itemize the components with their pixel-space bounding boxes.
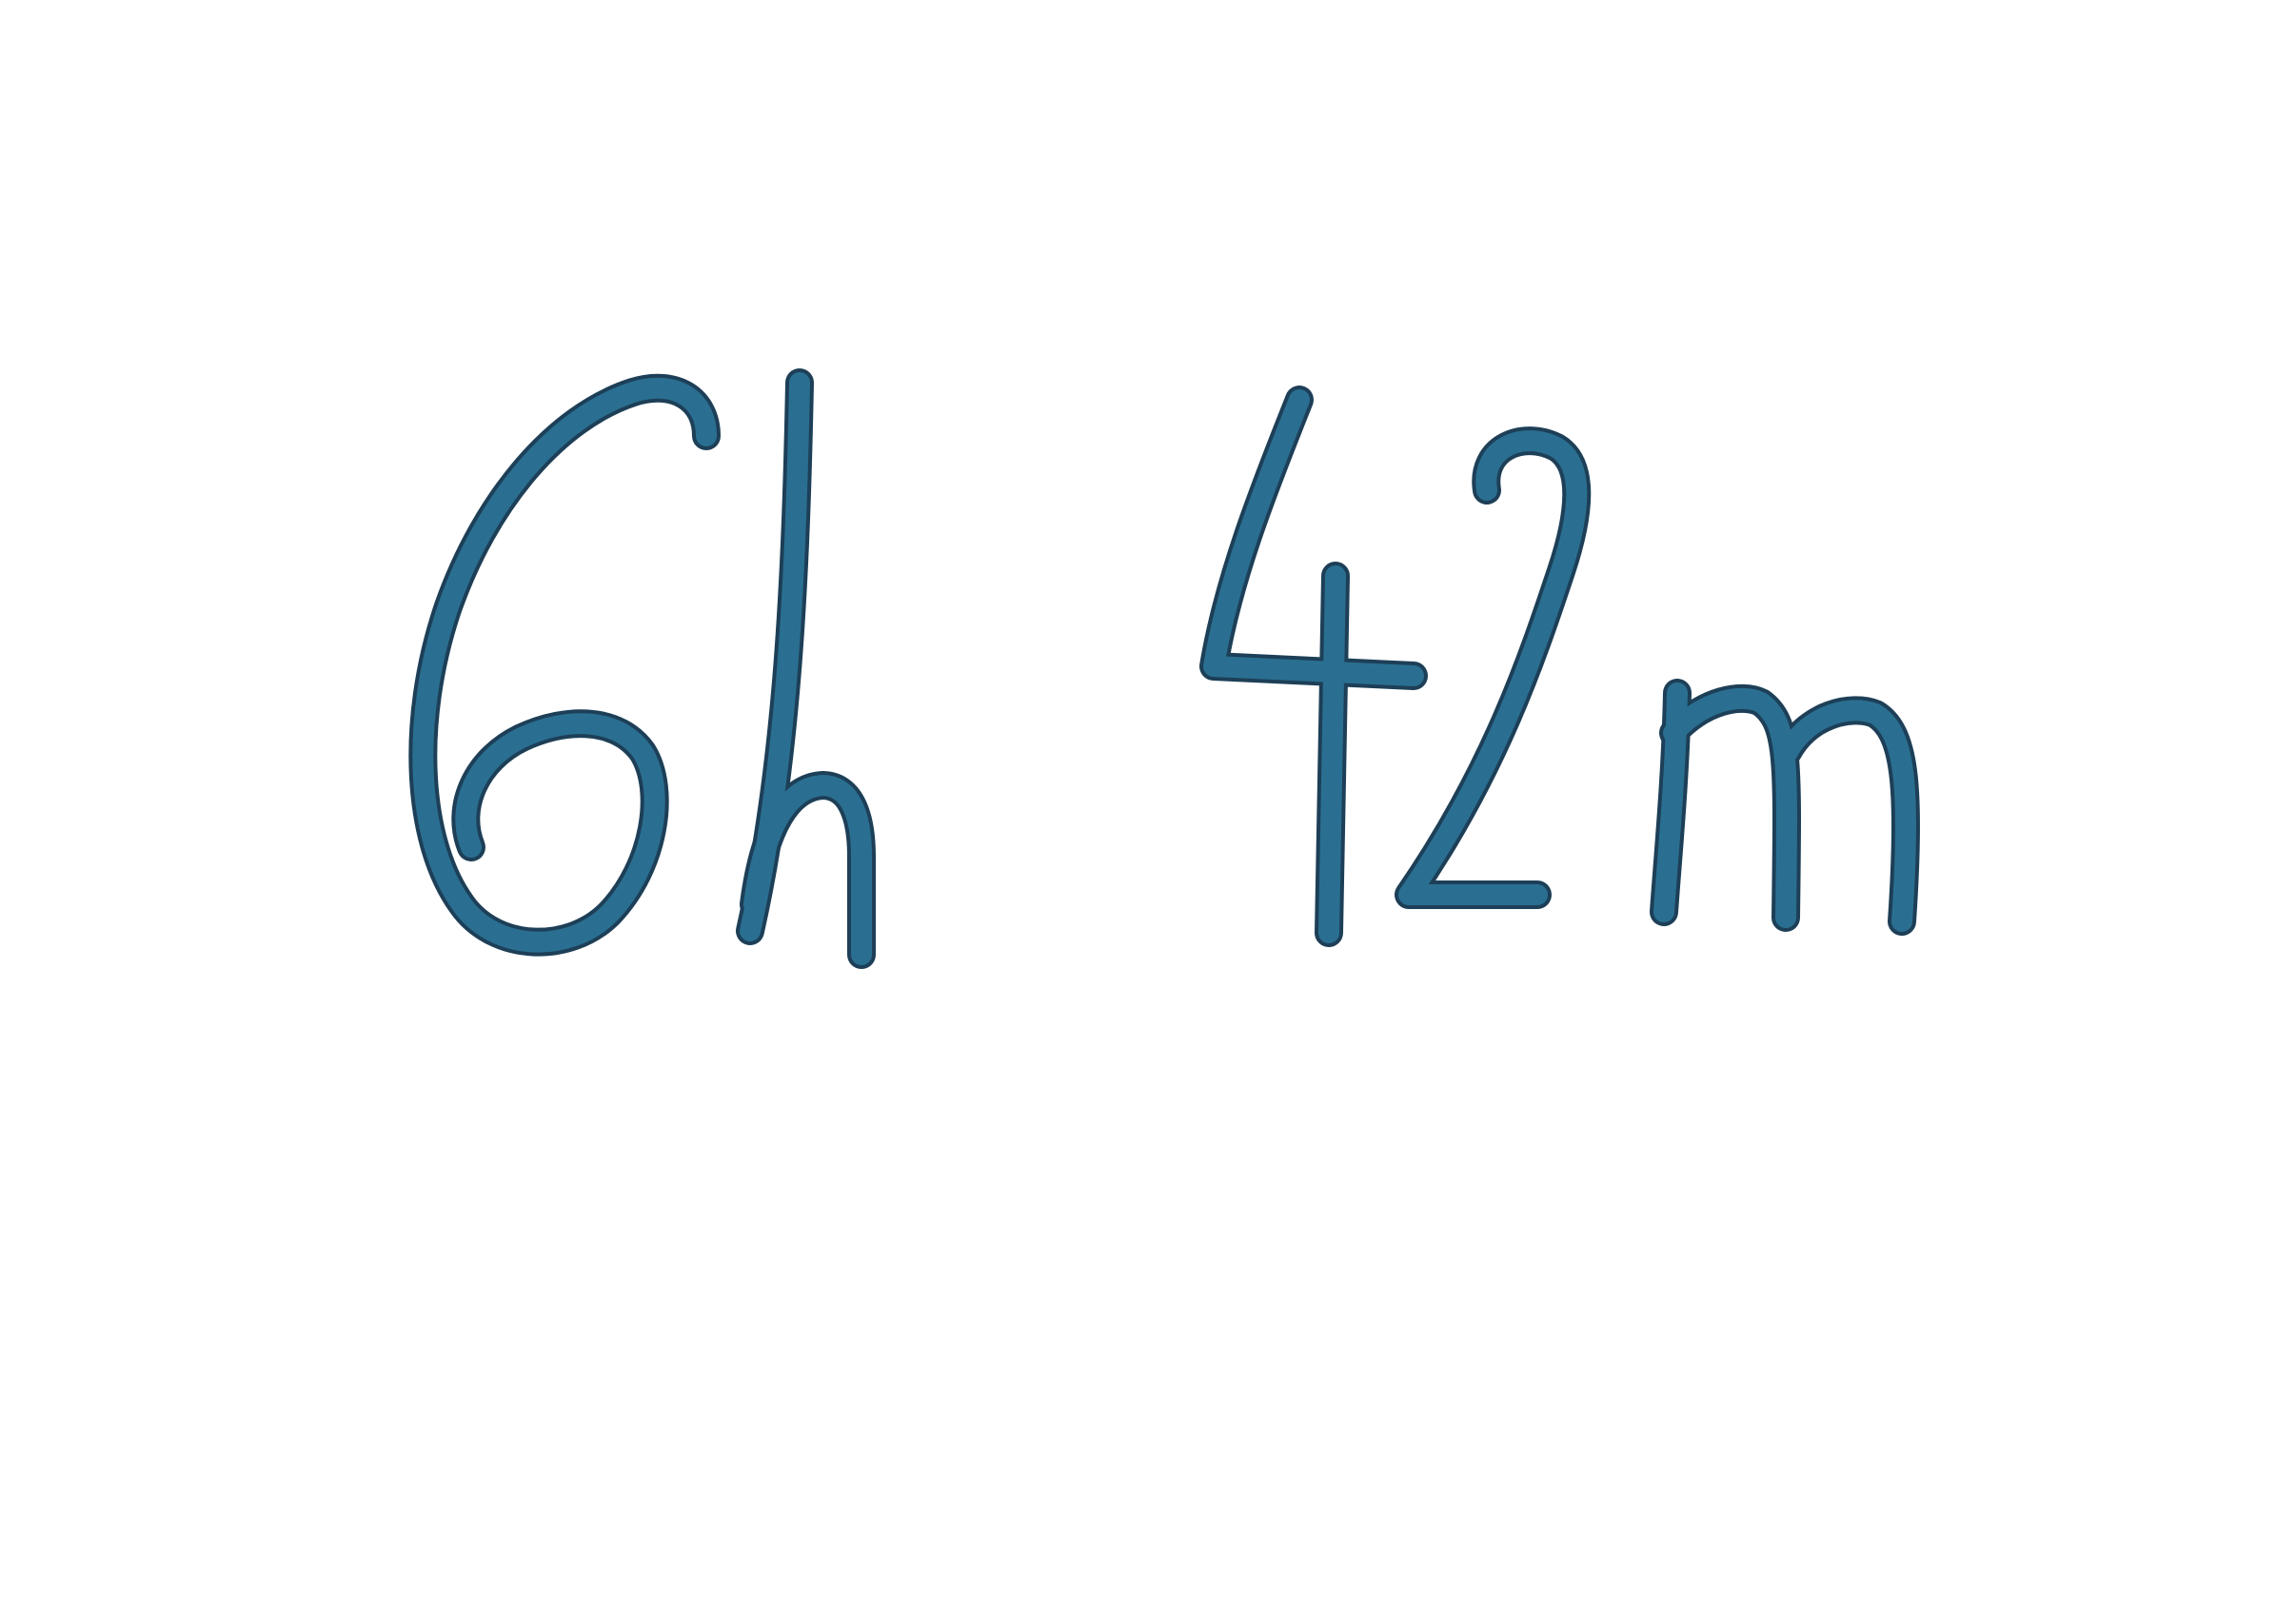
glyph-h-arch <box>743 775 872 965</box>
glyph-m-arch1 <box>1663 687 1797 928</box>
glyph-m-arch2 <box>1777 700 1917 932</box>
glyph-2-edge <box>1395 426 1592 909</box>
glyph-6-edge <box>408 373 721 957</box>
glyph-2 <box>1398 430 1588 905</box>
glyph-4-diag <box>1203 389 1424 686</box>
glyph-6 <box>412 377 717 953</box>
glyph-4-stem <box>1318 565 1346 943</box>
